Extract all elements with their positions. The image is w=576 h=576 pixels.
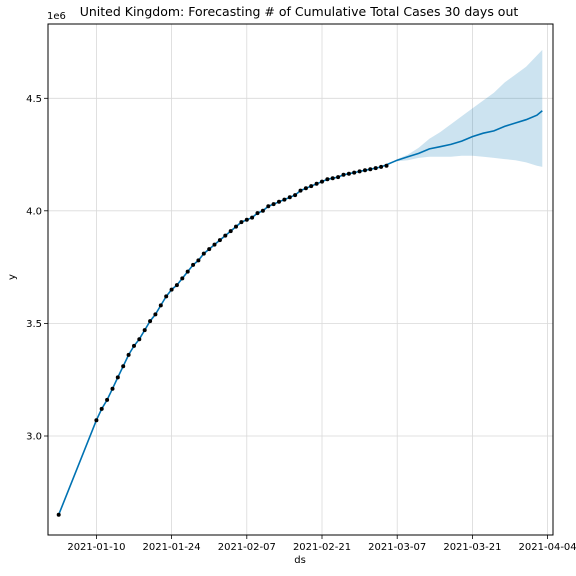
observed-point: [110, 386, 115, 391]
observed-point: [105, 397, 110, 402]
observed-point: [180, 276, 185, 281]
observed-point: [148, 319, 153, 324]
observed-point: [115, 375, 120, 380]
observed-point: [158, 303, 163, 308]
observed-point: [384, 163, 389, 168]
observed-point: [164, 294, 169, 299]
observed-point: [191, 262, 196, 267]
observed-point: [121, 364, 126, 369]
observed-point: [373, 166, 378, 171]
observed-point: [277, 199, 281, 204]
observed-point: [379, 164, 384, 169]
grid: [48, 24, 553, 535]
observed-points: [56, 163, 389, 517]
observed-point: [99, 406, 104, 411]
uncertainty-band: [386, 49, 543, 167]
observed-point: [217, 238, 222, 243]
observed-point: [352, 170, 357, 175]
observed-point: [137, 337, 142, 342]
observed-point: [314, 181, 319, 186]
y-offset-label: 1e6: [47, 11, 66, 22]
observed-point: [207, 247, 212, 252]
x-tick-label: 2021-04-04: [519, 542, 576, 553]
observed-point: [341, 172, 346, 177]
observed-point: [244, 217, 249, 222]
axis-ticks: 2021-01-10 2021-01-24 2021-02-07 2021-02-21…: [26, 94, 576, 553]
observed-point: [132, 343, 136, 348]
observed-point: [142, 328, 147, 333]
y-tick-label: 3.0: [26, 432, 42, 443]
observed-point: [228, 229, 233, 234]
observed-point: [336, 175, 341, 180]
plot-frame: [47, 23, 554, 536]
observed-point: [298, 188, 303, 193]
forecast-interval-area: [386, 49, 543, 167]
observed-point: [320, 179, 324, 184]
observed-point: [293, 193, 298, 198]
observed-point: [260, 208, 265, 213]
observed-point: [330, 176, 335, 181]
x-tick-label: 2021-03-07: [368, 542, 426, 553]
observed-point: [287, 195, 292, 200]
observed-point: [309, 184, 314, 189]
observed-point: [185, 269, 190, 274]
observed-point: [255, 211, 260, 216]
observed-point: [368, 167, 373, 172]
observed-point: [266, 204, 271, 209]
y-tick-label: 4.0: [26, 206, 42, 217]
observed-point: [282, 197, 287, 202]
observed-point: [303, 186, 308, 191]
observed-point: [239, 220, 244, 225]
observed-point: [174, 283, 179, 288]
observed-point: [223, 233, 228, 238]
x-tick-label: 2021-03-21: [443, 542, 501, 553]
observed-point: [325, 177, 330, 182]
x-axis-label: ds: [294, 555, 306, 566]
observed-point: [271, 202, 276, 207]
observed-point: [94, 418, 99, 423]
x-tick-label: 2021-02-07: [218, 542, 276, 553]
chart-title: United Kingdom: Forecasting # of Cumulat…: [80, 4, 519, 19]
observed-point: [169, 287, 174, 292]
observed-point: [234, 224, 238, 229]
y-tick-label: 4.5: [26, 94, 42, 105]
x-tick-label: 2021-01-10: [67, 542, 125, 553]
x-tick-label: 2021-01-24: [143, 542, 201, 553]
x-tick-label: 2021-02-21: [293, 542, 351, 553]
observed-point: [363, 168, 367, 173]
y-tick-label: 3.5: [26, 319, 42, 330]
observed-point: [201, 251, 206, 256]
y-axis-label: y: [7, 274, 18, 280]
observed-point: [250, 215, 255, 220]
observed-point: [126, 352, 131, 357]
observed-point: [346, 171, 351, 176]
observed-point: [212, 242, 217, 247]
observed-point: [153, 312, 158, 317]
observed-point: [56, 512, 61, 517]
observed-point: [357, 169, 362, 174]
observed-point: [196, 258, 201, 263]
